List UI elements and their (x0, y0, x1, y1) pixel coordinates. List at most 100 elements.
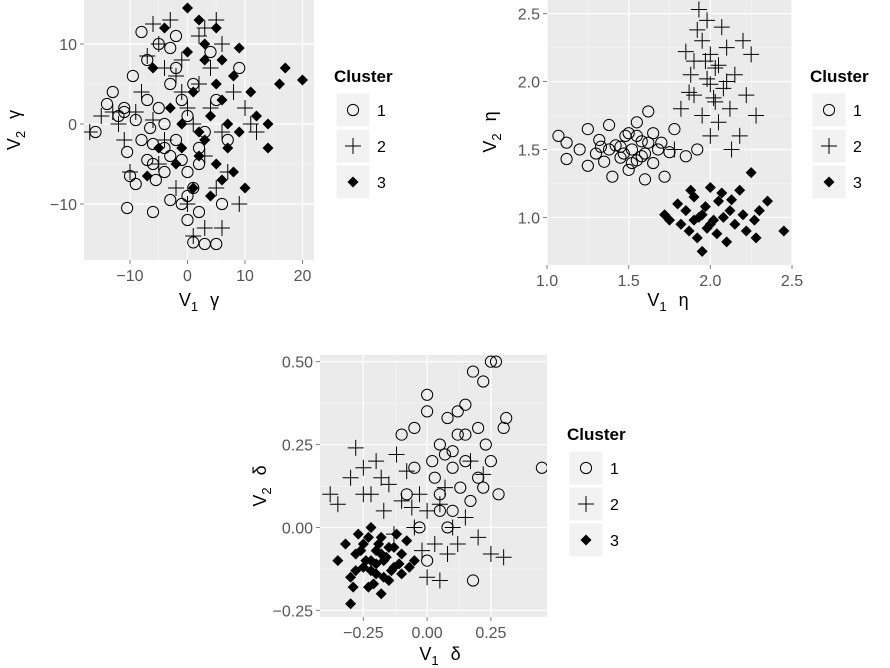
point-cluster-3 (159, 22, 170, 34)
point-cluster-1 (210, 237, 223, 251)
x-tick-label: 20 (294, 268, 312, 285)
point-cluster-3 (711, 228, 723, 240)
legend-label: 1 (377, 103, 386, 120)
point-cluster-2 (470, 529, 487, 546)
point-cluster-2 (723, 141, 740, 158)
point-cluster-2 (406, 519, 423, 536)
point-cluster-1 (169, 29, 183, 43)
point-cluster-3 (726, 194, 738, 206)
point-cluster-2 (173, 52, 190, 68)
point-cluster-2 (398, 463, 415, 480)
legend-marker-1 (346, 103, 360, 117)
point-cluster-2 (127, 104, 144, 120)
point-cluster-3 (216, 54, 228, 66)
point-cluster-1 (451, 405, 464, 418)
point-cluster-1 (552, 129, 565, 142)
point-cluster-2 (735, 32, 751, 49)
point-cluster-3 (753, 205, 765, 217)
y-axis-title: V2δ (250, 465, 274, 506)
y-tick-label: 0.00 (282, 520, 313, 537)
point-cluster-3 (216, 94, 228, 106)
point-cluster-1 (609, 139, 622, 152)
point-cluster-1 (479, 438, 492, 451)
point-cluster-2 (436, 479, 453, 496)
x-tick-label: 0.25 (475, 625, 506, 642)
y-tick-label: 1.5 (518, 142, 540, 159)
point-cluster-3 (696, 245, 708, 257)
legend-title: Cluster (810, 67, 869, 86)
point-cluster-1 (106, 85, 119, 99)
point-cluster-2 (388, 446, 405, 463)
point-cluster-2 (495, 549, 512, 566)
point-cluster-1 (651, 143, 665, 156)
point-cluster-2 (721, 100, 738, 117)
svg-text:V2γ: V2γ (4, 110, 28, 150)
point-cluster-2 (682, 66, 699, 83)
point-cluster-3 (740, 225, 752, 237)
point-cluster-2 (214, 124, 230, 140)
legend: Cluster 1 2 3 (334, 67, 393, 200)
point-cluster-3 (688, 214, 700, 226)
x-tick-label: 1.5 (618, 273, 640, 290)
point-cluster-3 (385, 565, 397, 577)
point-cluster-3 (717, 211, 729, 223)
point-cluster-1 (625, 156, 639, 170)
point-cluster-3 (396, 548, 408, 560)
point-cluster-2 (411, 486, 428, 503)
point-cluster-1 (492, 488, 505, 501)
point-cluster-1 (647, 156, 660, 170)
legend: Cluster 1 2 3 (810, 67, 869, 200)
point-cluster-3 (360, 555, 372, 567)
point-cluster-1 (408, 461, 421, 474)
svg-text:V1η: V1 η (647, 290, 688, 314)
point-cluster-1 (421, 405, 434, 418)
point-cluster-1 (438, 448, 452, 461)
x-tick-label: 2.0 (699, 273, 721, 290)
point-cluster-3 (365, 521, 377, 533)
point-cluster-1 (129, 177, 142, 191)
point-cluster-3 (704, 182, 716, 194)
legend-title: Cluster (334, 67, 393, 86)
point-cluster-3 (216, 174, 228, 186)
point-cluster-3 (147, 62, 159, 74)
point-cluster-3 (274, 78, 285, 90)
point-cluster-2 (457, 509, 474, 526)
point-cluster-1 (500, 411, 513, 425)
point-cluster-2 (214, 220, 230, 236)
point-cluster-1 (421, 388, 434, 401)
point-cluster-1 (647, 127, 660, 140)
points-layer (84, 2, 308, 251)
x-tick-label: 0.00 (412, 625, 443, 642)
point-cluster-2 (475, 466, 492, 483)
point-cluster-3 (685, 184, 697, 196)
x-axis-title: V1 γ (179, 290, 219, 314)
point-cluster-3 (713, 195, 724, 207)
point-cluster-3 (375, 548, 387, 560)
point-cluster-3 (164, 102, 176, 114)
point-cluster-3 (222, 118, 234, 130)
point-cluster-2 (150, 156, 167, 172)
point-cluster-1 (593, 133, 606, 147)
point-cluster-3 (262, 142, 274, 154)
point-cluster-2 (237, 100, 253, 116)
y-axis-title: V2η (480, 111, 504, 152)
point-cluster-2 (718, 39, 735, 56)
point-cluster-3 (141, 170, 153, 182)
point-cluster-1 (149, 173, 162, 187)
point-cluster-1 (192, 205, 206, 219)
point-cluster-1 (484, 355, 497, 368)
point-cluster-2 (168, 180, 184, 196)
y-tick-label: 0 (68, 117, 77, 134)
point-cluster-2 (748, 107, 765, 124)
point-cluster-3 (362, 531, 374, 543)
point-cluster-3 (210, 22, 222, 34)
legend-item-2: 2 (811, 128, 862, 164)
point-cluster-2 (168, 68, 184, 84)
point-cluster-2 (699, 12, 716, 29)
point-cluster-3 (228, 166, 239, 178)
legend-label: 2 (853, 139, 862, 156)
point-cluster-1 (466, 574, 480, 587)
y-tick-label: 0.25 (282, 438, 313, 455)
point-cluster-2 (214, 36, 230, 52)
